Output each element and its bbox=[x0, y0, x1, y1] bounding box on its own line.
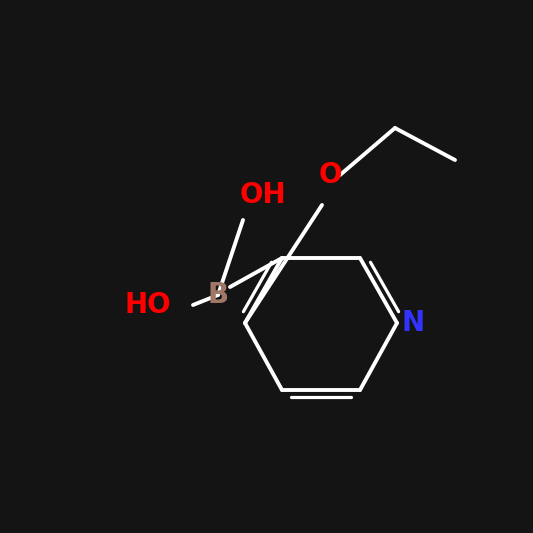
Text: HO: HO bbox=[125, 291, 171, 319]
Text: N: N bbox=[401, 309, 425, 337]
Text: OH: OH bbox=[240, 181, 286, 209]
Text: B: B bbox=[207, 281, 229, 309]
Text: O: O bbox=[318, 161, 342, 189]
